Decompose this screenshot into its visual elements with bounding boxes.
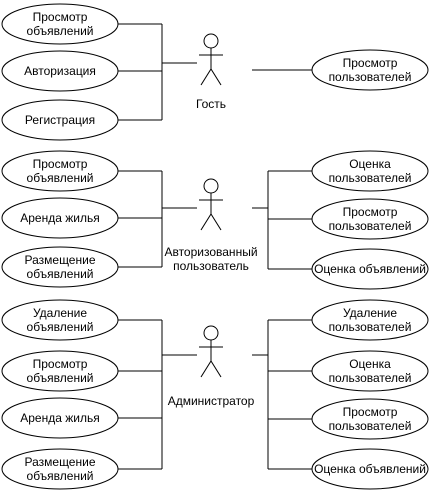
actor-right-leg [210, 68, 222, 86]
use-case-ellipse [1, 99, 119, 141]
use-case-label: Просмотр [33, 357, 88, 371]
actor-head [203, 33, 219, 49]
use-case-label: Удаление [33, 306, 87, 320]
actor-left-leg [200, 68, 212, 86]
actor-left-leg [200, 360, 212, 378]
use-case-ellipse [311, 350, 429, 392]
use-case-label: Аренда жилья [20, 411, 99, 425]
use-case-ellipse [1, 246, 119, 288]
use-case-label: объявлений [27, 171, 94, 185]
actor-left-leg [200, 213, 212, 231]
actor-stick-figure [199, 325, 223, 378]
use-case-label: пользователей [329, 320, 412, 334]
use-case-label: Просмотр [33, 10, 88, 24]
use-case-ellipse [1, 397, 119, 439]
use-case-ellipse [1, 150, 119, 192]
use-case-ellipse [311, 448, 429, 490]
actor-stick-figure [199, 178, 223, 231]
use-case-label: пользователей [329, 371, 412, 385]
use-case-ellipse [311, 198, 429, 240]
use-case-label: Удаление [343, 306, 397, 320]
use-case-ellipse [1, 3, 119, 45]
use-case-label: Размещение [25, 455, 96, 469]
association-lines [118, 23, 312, 121]
association-lines [118, 319, 312, 470]
use-case-авторизация: Авторизация [1, 50, 119, 92]
use-case-ellipse [1, 350, 119, 392]
use-case-ellipse [1, 448, 119, 490]
use-case-ellipse [311, 299, 429, 341]
use-case-ellipse [311, 248, 429, 290]
use-case-label: Оценка [349, 357, 391, 371]
actor-head [203, 325, 219, 341]
actor-label: пользователь [173, 259, 249, 273]
use-case-label: пользователей [329, 219, 412, 233]
use-case-оценка-объявлений: Оценка объявлений [311, 448, 429, 490]
use-case-label: Регистрация [25, 113, 95, 127]
use-case-ellipse [311, 49, 429, 91]
use-case-аренда-жилья: Аренда жилья [1, 397, 119, 439]
use-case-label: Просмотр [33, 157, 88, 171]
use-case-label: пользователей [329, 171, 412, 185]
actor-head [203, 178, 219, 194]
use-case-label: Оценка объявлений [314, 262, 426, 276]
use-case-ellipse [1, 50, 119, 92]
use-case-ellipse [1, 299, 119, 341]
actor-right-leg [210, 360, 222, 378]
use-case-аренда-жилья: Аренда жилья [1, 197, 119, 239]
use-case-label: Авторизация [24, 64, 96, 78]
use-case-label: объявлений [27, 469, 94, 483]
use-case-label: Просмотр [343, 205, 398, 219]
actor-right-leg [210, 213, 222, 231]
use-case-label: Аренда жилья [20, 211, 99, 225]
use-case-ellipse [311, 150, 429, 192]
use-case-label: Оценка [349, 157, 391, 171]
use-case-label: Оценка объявлений [314, 462, 426, 476]
use-case-ellipse [311, 398, 429, 440]
use-case-label: пользователей [329, 70, 412, 84]
use-case-label: Размещение [25, 253, 96, 267]
use-case-label: пользователей [329, 419, 412, 433]
use-case-регистрация: Регистрация [1, 99, 119, 141]
actor-label: Гость [196, 97, 226, 111]
use-case-оценка-объявлений: Оценка объявлений [311, 248, 429, 290]
use-case-label: объявлений [27, 24, 94, 38]
use-case-label: объявлений [27, 267, 94, 281]
use-case-label: Просмотр [343, 56, 398, 70]
actor-label: Авторизованный [164, 245, 257, 259]
actor-stick-figure [199, 33, 223, 86]
actor-label: Администратор [168, 394, 255, 408]
use-case-ellipse [1, 197, 119, 239]
use-case-label: объявлений [27, 320, 94, 334]
use-case-label: объявлений [27, 371, 94, 385]
association-lines [118, 170, 312, 270]
use-case-label: Просмотр [343, 405, 398, 419]
